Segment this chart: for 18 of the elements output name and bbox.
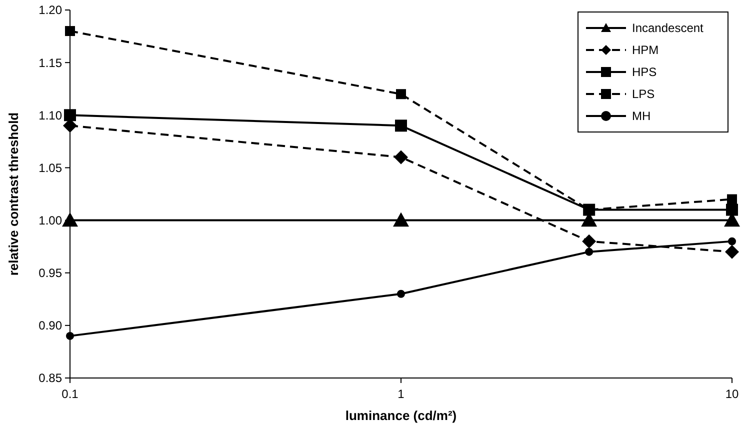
x-tick-label: 1 [398,387,405,401]
y-tick-label: 0.90 [38,318,62,333]
y-tick-label: 0.85 [38,371,62,386]
x-tick-label: 0.1 [62,387,79,401]
y-tick-label: 1.05 [38,160,62,175]
y-tick-label: 1.00 [38,213,62,228]
y-tick-label: 1.15 [38,56,62,70]
y-tick-label: 1.10 [38,108,62,122]
y-tick-label: 0.95 [38,266,62,280]
x-axis-title: luminance (cd/m²) [345,408,457,423]
legend-label: HPS [632,65,657,80]
legend-label: LPS [632,87,655,102]
legend-label: MH [632,109,651,124]
y-axis-title: relative contrast threshold [6,112,21,276]
legend-label: Incandescent [632,21,704,36]
legend-label: HPM [632,43,659,58]
y-tick-label: 1.20 [38,3,62,18]
x-tick-label: 10 [725,387,739,401]
